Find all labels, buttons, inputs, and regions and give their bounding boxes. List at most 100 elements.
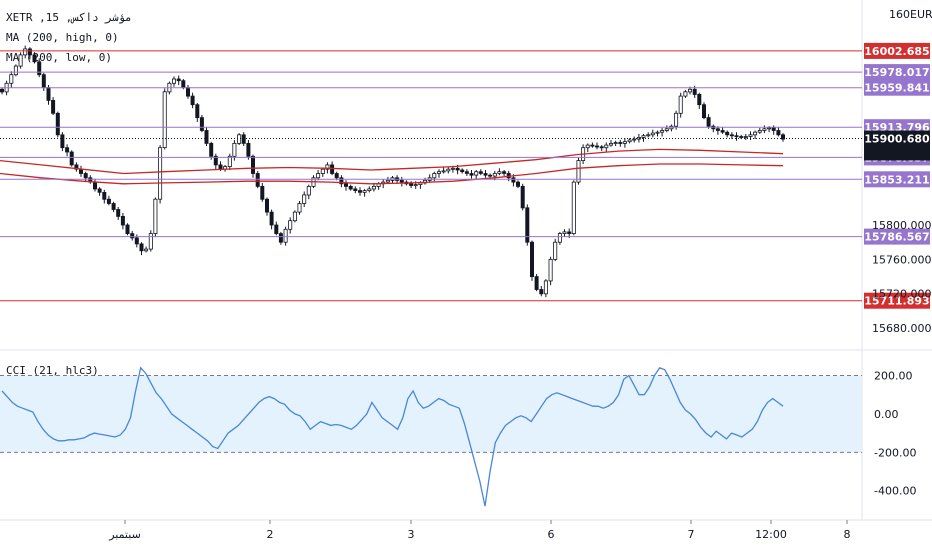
candle-body xyxy=(23,48,28,56)
price-tick-label: 15680.000 xyxy=(872,322,932,335)
candle-body xyxy=(385,179,390,183)
price-axis[interactable]: 16002.68515978.01715959.84115913.7961587… xyxy=(864,42,932,335)
candle-body xyxy=(278,233,283,243)
candle-body xyxy=(195,104,200,118)
price-tick-label: 15800.000 xyxy=(872,219,932,232)
candle-body xyxy=(232,142,237,157)
candle-body xyxy=(478,171,483,174)
currency-label[interactable]: 160EUR xyxy=(887,8,932,21)
candle-body xyxy=(250,155,255,174)
candle-body xyxy=(97,188,102,193)
candle-body xyxy=(181,80,186,88)
cci-legend[interactable]: CCI (21, hlc3) xyxy=(6,364,99,377)
candle-body xyxy=(144,248,149,252)
ma-high-line[interactable] xyxy=(0,148,784,175)
ma-low-line[interactable] xyxy=(0,163,784,185)
candle-body xyxy=(460,169,465,173)
candle-body xyxy=(525,207,530,243)
candle-body xyxy=(330,164,335,174)
candle-body xyxy=(55,112,60,136)
level-price-badge[interactable] xyxy=(864,292,930,309)
level-price-badge[interactable] xyxy=(864,171,930,188)
candle-body xyxy=(734,135,739,138)
candle-body xyxy=(664,128,669,131)
candle-body xyxy=(357,190,362,193)
candle-body xyxy=(450,167,455,170)
candle-body xyxy=(246,142,251,157)
candle-body xyxy=(176,78,181,82)
candle-body xyxy=(237,134,242,144)
time-axis[interactable]: سبتمبر 2 3 6 7 12:00 8 xyxy=(108,520,851,541)
cci-pane[interactable] xyxy=(0,366,862,507)
candle-body xyxy=(162,91,167,149)
candle-body xyxy=(715,128,720,131)
candle-body xyxy=(134,237,139,245)
level-price-badge[interactable] xyxy=(864,228,930,245)
candle-body xyxy=(720,130,725,133)
price-pane[interactable] xyxy=(0,45,786,298)
candle-body xyxy=(241,134,246,144)
candle-body xyxy=(706,117,711,127)
level-price-label: 16002.685 xyxy=(864,45,929,58)
candle-body xyxy=(697,94,702,106)
candle-body xyxy=(371,185,376,190)
level-price-badge[interactable] xyxy=(864,64,930,81)
symbol-legend[interactable]: XETR ,15 ,مؤشر داكس xyxy=(6,11,132,24)
candle-body xyxy=(185,87,190,97)
cci-axis[interactable]: 200.00 0.00 -200.00 -400.00 xyxy=(874,370,916,498)
candle-body xyxy=(762,128,767,131)
candle-body xyxy=(297,203,302,213)
time-tick-label: 12:00 xyxy=(755,528,787,541)
candle-body xyxy=(729,134,734,137)
candle-body xyxy=(511,177,516,183)
candle-body xyxy=(264,198,269,213)
level-price-label: 15786.567 xyxy=(864,231,929,244)
candle-body xyxy=(502,171,507,174)
ma-low-legend[interactable]: MA (200, low, 0) xyxy=(6,51,112,64)
ma-high-legend[interactable]: MA (200, high, 0) xyxy=(6,31,119,44)
candle-body xyxy=(199,117,204,131)
candle-body xyxy=(464,171,469,174)
candle-body xyxy=(399,179,404,183)
candle-body xyxy=(585,144,590,149)
candle-body xyxy=(520,185,525,209)
top-partial-tick: 160 xyxy=(889,8,910,21)
cci-tick-label: 200.00 xyxy=(874,370,913,383)
candle-body xyxy=(767,127,772,130)
candle-body xyxy=(255,173,260,187)
candle-body xyxy=(69,151,74,166)
candle-body xyxy=(516,181,521,187)
time-tick-label: 3 xyxy=(408,528,415,541)
candle-body xyxy=(334,173,339,179)
candle-body xyxy=(51,100,56,114)
candle-body xyxy=(213,155,218,166)
current-price-badge[interactable] xyxy=(864,130,930,161)
candle-body xyxy=(339,177,344,185)
candle-body xyxy=(353,188,358,191)
level-price-label: 15711.893 xyxy=(864,295,929,308)
candle-body xyxy=(567,231,572,234)
candle-body xyxy=(32,54,37,63)
candle-body xyxy=(171,78,176,84)
candle-body xyxy=(409,183,414,186)
candle-body xyxy=(441,170,446,173)
candle-body xyxy=(757,130,762,133)
candle-body xyxy=(571,181,576,235)
candle-body xyxy=(674,112,679,127)
cci-line[interactable] xyxy=(1,366,784,507)
candle-body xyxy=(483,173,488,176)
current-price-value: 15900.680 xyxy=(864,133,930,146)
level-price-label: 15853.211 xyxy=(864,173,929,186)
level-price-badge[interactable] xyxy=(864,42,930,59)
candle-body xyxy=(120,215,125,226)
level-price-badge[interactable] xyxy=(864,79,930,96)
candle-body xyxy=(93,181,98,190)
candle-body xyxy=(79,168,84,174)
candle-body xyxy=(609,142,614,146)
cci-tick-label: -400.00 xyxy=(874,485,916,498)
candle-body xyxy=(436,171,441,174)
candle-body xyxy=(116,209,121,217)
candle-body xyxy=(488,174,493,177)
